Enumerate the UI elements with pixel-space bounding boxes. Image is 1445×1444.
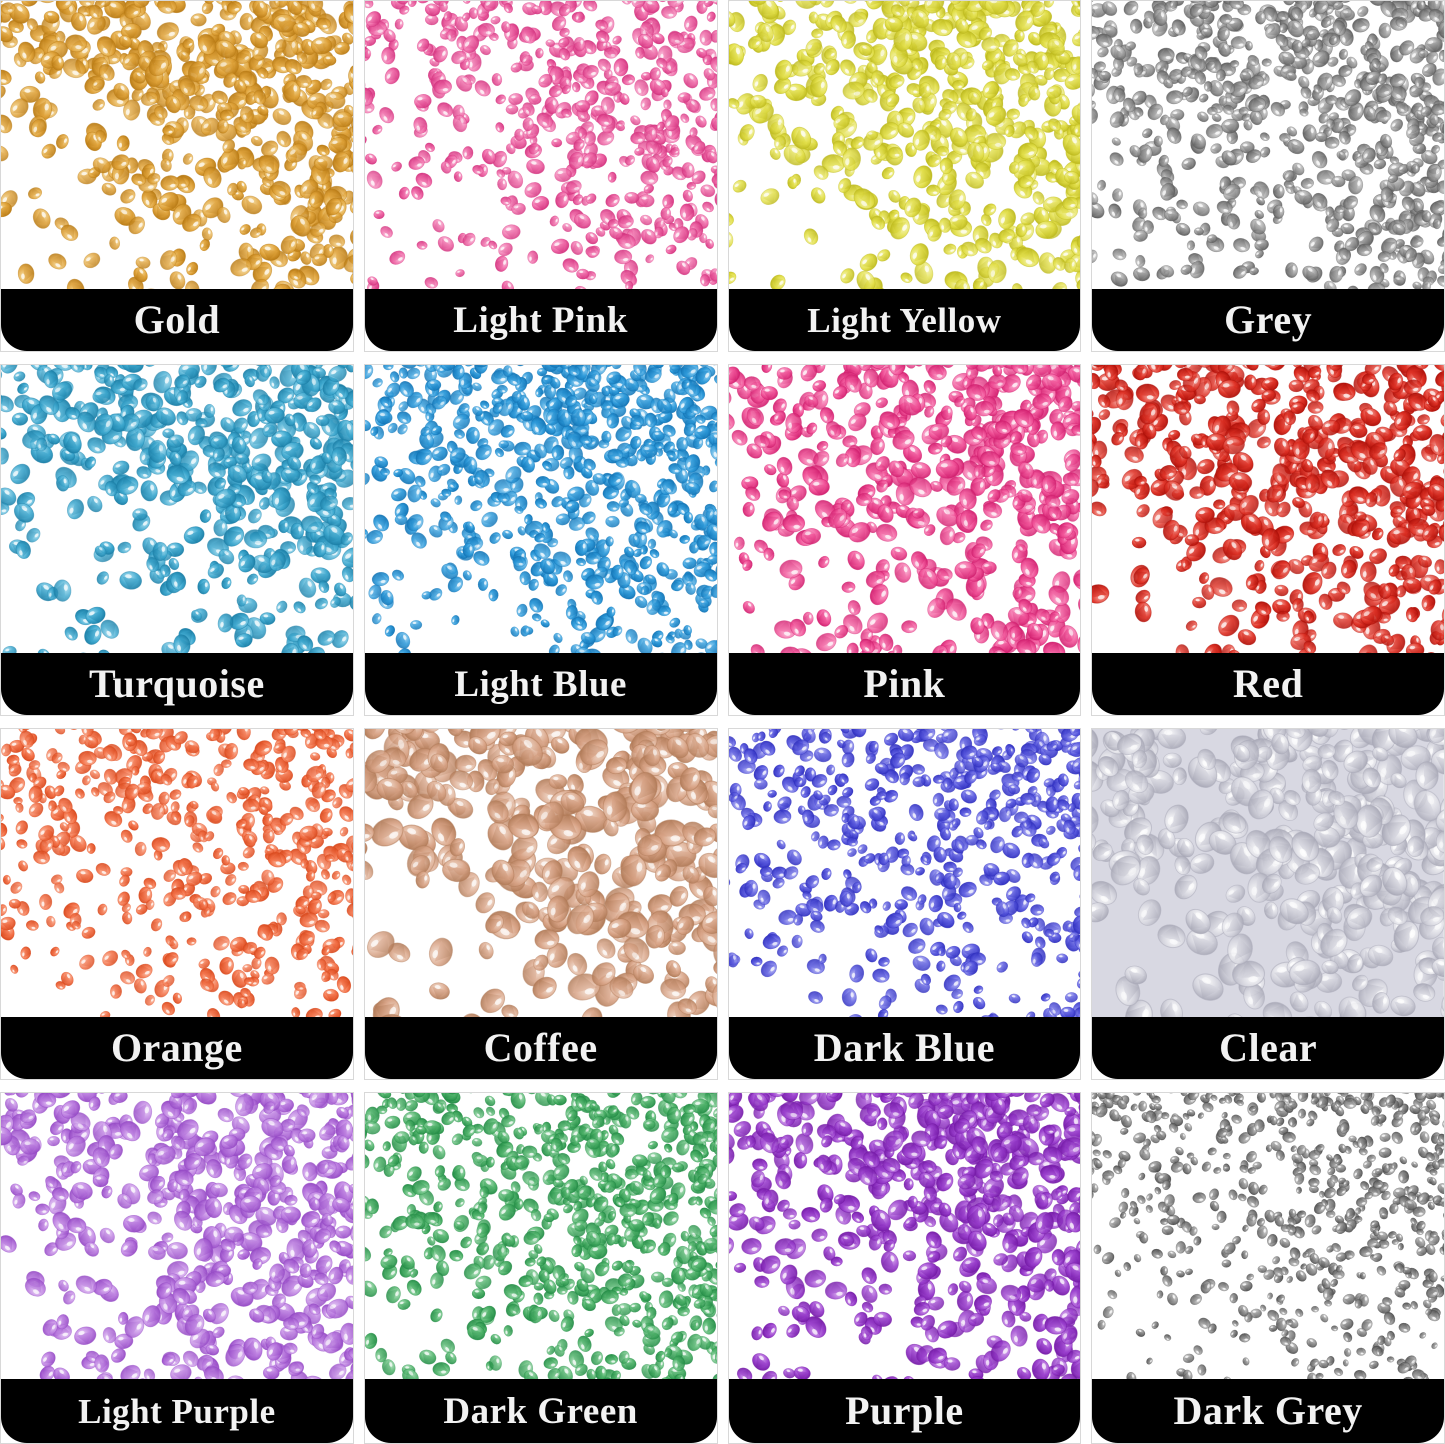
gem-scatter-image — [728, 365, 1081, 653]
color-label-bar-clear: Clear — [1092, 1017, 1444, 1079]
gem-scatter-image — [728, 1093, 1081, 1379]
gem-scatter-image — [728, 729, 1081, 1017]
color-swatch-dark-green[interactable]: Dark Green — [363, 1092, 718, 1444]
color-label-text: Light Blue — [454, 666, 627, 703]
color-swatch-light-purple[interactable]: Light Purple — [0, 1092, 354, 1444]
color-label-bar-light-pink: Light Pink — [364, 289, 717, 351]
color-swatch-gold[interactable]: Gold — [0, 0, 354, 352]
gem-photo-red — [1092, 365, 1444, 653]
color-label-bar-red: Red — [1092, 653, 1444, 715]
color-label-bar-grey: Grey — [1092, 289, 1444, 351]
color-label-text: Light Yellow — [807, 303, 1001, 338]
color-label-bar-dark-blue: Dark Blue — [728, 1017, 1081, 1079]
color-label-text: Purple — [845, 1391, 964, 1431]
color-label-bar-light-yellow: Light Yellow — [728, 289, 1081, 351]
color-swatch-light-pink[interactable]: Light Pink — [363, 0, 718, 352]
gem-scatter-image — [1092, 365, 1444, 653]
gem-photo-light-blue — [364, 365, 717, 653]
color-label-text: Dark Blue — [814, 1028, 995, 1068]
color-label-text: Coffee — [484, 1028, 598, 1068]
gem-scatter-image — [1092, 729, 1444, 1017]
gem-scatter-image — [364, 1, 717, 289]
color-swatch-orange[interactable]: Orange — [0, 728, 354, 1080]
gem-photo-light-purple — [1, 1093, 353, 1379]
gem-scatter-image — [1, 1093, 353, 1379]
color-swatch-pink[interactable]: Pink — [727, 364, 1082, 716]
color-label-bar-light-purple: Light Purple — [1, 1379, 353, 1443]
gem-photo-gold — [1, 1, 353, 289]
gem-photo-light-yellow — [728, 1, 1081, 289]
gem-scatter-image — [1092, 1, 1444, 289]
gem-scatter-image — [364, 365, 717, 653]
color-label-bar-pink: Pink — [728, 653, 1081, 715]
color-swatch-light-yellow[interactable]: Light Yellow — [727, 0, 1082, 352]
color-swatch-light-blue[interactable]: Light Blue — [363, 364, 718, 716]
gem-scatter-image — [1, 729, 353, 1017]
color-swatch-red[interactable]: Red — [1091, 364, 1445, 716]
color-swatch-dark-grey[interactable]: Dark Grey — [1091, 1092, 1445, 1444]
color-label-bar-purple: Purple — [728, 1379, 1081, 1443]
gem-photo-coffee — [364, 729, 717, 1017]
gem-photo-turquoise — [1, 365, 353, 653]
color-label-text: Orange — [111, 1028, 243, 1068]
color-label-bar-coffee: Coffee — [364, 1017, 717, 1079]
color-label-bar-turquoise: Turquoise — [1, 653, 353, 715]
color-swatch-purple[interactable]: Purple — [727, 1092, 1082, 1444]
gem-photo-dark-blue — [728, 729, 1081, 1017]
color-label-text: Pink — [863, 664, 945, 704]
color-label-text: Dark Green — [443, 1393, 637, 1430]
color-label-bar-orange: Orange — [1, 1017, 353, 1079]
color-label-text: Light Pink — [453, 302, 628, 339]
gem-scatter-image — [1, 1, 353, 289]
gem-photo-light-pink — [364, 1, 717, 289]
color-swatch-grey[interactable]: Grey — [1091, 0, 1445, 352]
gem-photo-dark-green — [364, 1093, 717, 1379]
gem-photo-grey — [1092, 1, 1444, 289]
color-label-text: Clear — [1219, 1028, 1317, 1068]
color-label-bar-light-blue: Light Blue — [364, 653, 717, 715]
color-swatch-clear[interactable]: Clear — [1091, 728, 1445, 1080]
color-label-bar-dark-grey: Dark Grey — [1092, 1379, 1444, 1443]
color-label-text: Red — [1233, 664, 1303, 704]
gem-photo-clear — [1092, 729, 1444, 1017]
gem-photo-orange — [1, 729, 353, 1017]
color-swatch-turquoise[interactable]: Turquoise — [0, 364, 354, 716]
color-label-bar-dark-green: Dark Green — [364, 1379, 717, 1443]
gem-scatter-image — [728, 1, 1081, 289]
gem-scatter-image — [364, 1093, 717, 1379]
gem-photo-purple — [728, 1093, 1081, 1379]
gem-scatter-image — [364, 729, 717, 1017]
gem-scatter-image — [1, 365, 353, 653]
color-label-text: Turquoise — [89, 664, 265, 704]
gem-scatter-image — [1092, 1093, 1444, 1379]
color-label-text: Grey — [1224, 300, 1312, 340]
color-label-text: Light Purple — [78, 1394, 276, 1429]
color-label-bar-gold: Gold — [1, 289, 353, 351]
color-swatch-dark-blue[interactable]: Dark Blue — [727, 728, 1082, 1080]
color-label-text: Gold — [134, 300, 220, 340]
color-swatch-coffee[interactable]: Coffee — [363, 728, 718, 1080]
gem-photo-pink — [728, 365, 1081, 653]
gem-photo-dark-grey — [1092, 1093, 1444, 1379]
color-label-text: Dark Grey — [1173, 1391, 1362, 1431]
